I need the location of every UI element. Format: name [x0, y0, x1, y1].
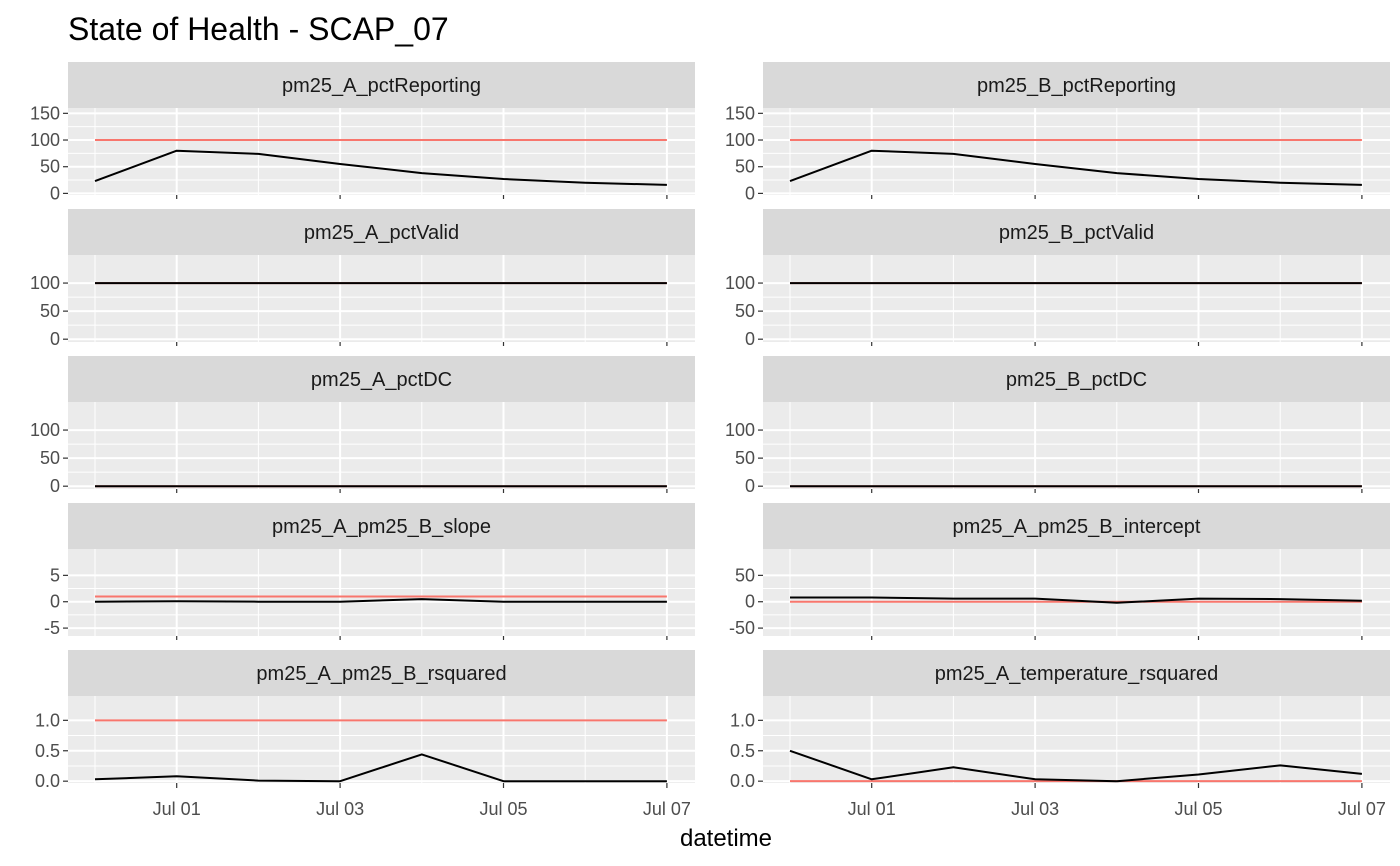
y-tick-label: 100 [725, 273, 755, 293]
plot-area [68, 402, 695, 489]
facet-title: pm25_B_pctReporting [977, 75, 1176, 97]
x-axis-label: datetime [680, 825, 772, 852]
series-line [789, 749, 1363, 783]
facet-title: pm25_B_pctDC [1006, 369, 1147, 391]
facet-title: pm25_A_pctDC [311, 369, 452, 391]
facet-panel: pm25_A_temperature_rsquared 0.0 0.5 1.0 Jul … [730, 650, 1390, 819]
panels: pm25_A_pctReporting050100150pm25_B_pctRe… [30, 62, 1390, 819]
y-tick-label: 0 [50, 592, 60, 612]
y-tick-label: 100 [30, 420, 60, 440]
plot-area [763, 108, 1390, 195]
y-tick-label: 0 [50, 476, 60, 496]
facet-strip [763, 62, 1390, 108]
facet-strip [763, 650, 1390, 696]
series-line [94, 598, 667, 603]
x-tick-label: Jul 03 [316, 799, 364, 819]
y-tick-label: 50 [40, 301, 60, 321]
y-tick-label: 0 [745, 183, 755, 203]
facet-title: pm25_A_temperature_rsquared [935, 663, 1219, 685]
y-tick-label: 150 [30, 103, 60, 123]
y-tick-label: 100 [30, 130, 60, 150]
facet-strip [68, 356, 695, 402]
x-tick-label: Jul 07 [1338, 799, 1386, 819]
facet-strip [68, 62, 695, 108]
facet-strip [68, 209, 695, 255]
series-line [94, 149, 667, 186]
x-tick-label: Jul 03 [1011, 799, 1059, 819]
facet-title: pm25_A_pctValid [304, 222, 459, 244]
facet-title: pm25_A_pctReporting [282, 75, 481, 97]
facet-panel: pm25_A_pm25_B_rsquared 0.0 0.5 1.0 Jul 01 Jul… [35, 650, 695, 819]
plot-area [68, 255, 695, 342]
y-tick-label: 0.5 [35, 741, 60, 761]
y-tick-label: 100 [725, 130, 755, 150]
y-tick-label: 1.0 [35, 710, 60, 730]
x-tick-label: Jul 07 [643, 799, 691, 819]
y-tick-label: 50 [735, 565, 755, 585]
y-tick-label: 150 [725, 103, 755, 123]
x-tick-label: Jul 05 [479, 799, 527, 819]
facet-panel: pm25_B_pctReporting 0 50 100 150 [725, 62, 1390, 203]
series-line [790, 596, 1362, 604]
facet-panel: pm25_B_pctValid 0 50 100 [725, 209, 1390, 349]
facet-title: pm25_A_pm25_B_intercept [953, 516, 1201, 538]
y-tick-label: 0.5 [730, 741, 755, 761]
x-tick-label: Jul 05 [1174, 799, 1222, 819]
y-tick-label: 100 [725, 420, 755, 440]
y-tick-label: 5 [50, 565, 60, 585]
facet-title: pm25_B_pctValid [999, 222, 1154, 244]
y-tick-label: 100 [30, 273, 60, 293]
facet-panel: pm25_A_pm25_B_intercept -50 0 50 [729, 503, 1390, 640]
y-tick-label: 0 [50, 329, 60, 349]
plot-area [68, 549, 695, 636]
y-tick-label: 0 [745, 476, 755, 496]
y-tick-label: 0.0 [730, 771, 755, 791]
y-tick-label: 1.0 [730, 710, 755, 730]
plot-area [763, 549, 1390, 636]
facet-strip [68, 503, 695, 549]
plot-area [763, 255, 1390, 342]
facet-panel: pm25_B_pctDC 0 50 100 [725, 356, 1390, 496]
series-line [789, 149, 1362, 186]
facet-panel: pm25_A_pm25_B_slope -5 0 5 [44, 503, 695, 640]
facet-strip [68, 650, 695, 696]
facet-strip [763, 356, 1390, 402]
y-tick-label: 50 [40, 448, 60, 468]
plot-area [68, 696, 695, 783]
y-tick-label: 0 [745, 592, 755, 612]
facet-strip [763, 503, 1390, 549]
facet-strip [763, 209, 1390, 255]
x-tick-label: Jul 01 [848, 799, 896, 819]
series-line [94, 753, 667, 783]
y-tick-label: -5 [44, 618, 60, 638]
y-tick-label: 50 [735, 157, 755, 177]
facet-title: pm25_A_pm25_B_rsquared [256, 663, 506, 685]
facet-panel: pm25_A_pctReporting 0 50 100 150 [30, 62, 695, 203]
facet-panel: pm25_A_pctDC 0 50 100 [30, 356, 695, 496]
x-tick-label: Jul 01 [153, 799, 201, 819]
y-tick-label: 50 [735, 301, 755, 321]
facet-panel: pm25_A_pctValid 0 50 100 [30, 209, 695, 349]
plot-area [763, 696, 1390, 783]
y-tick-label: 0.0 [35, 771, 60, 791]
plot-area [68, 108, 695, 195]
chart-title: State of Health - SCAP_07 [68, 11, 449, 47]
facet-title: pm25_A_pm25_B_slope [272, 516, 491, 538]
y-tick-label: 0 [745, 329, 755, 349]
y-tick-label: 50 [735, 448, 755, 468]
plot-area [763, 402, 1390, 489]
y-tick-label: 50 [40, 157, 60, 177]
y-tick-label: -50 [729, 618, 755, 638]
y-tick-label: 0 [50, 183, 60, 203]
